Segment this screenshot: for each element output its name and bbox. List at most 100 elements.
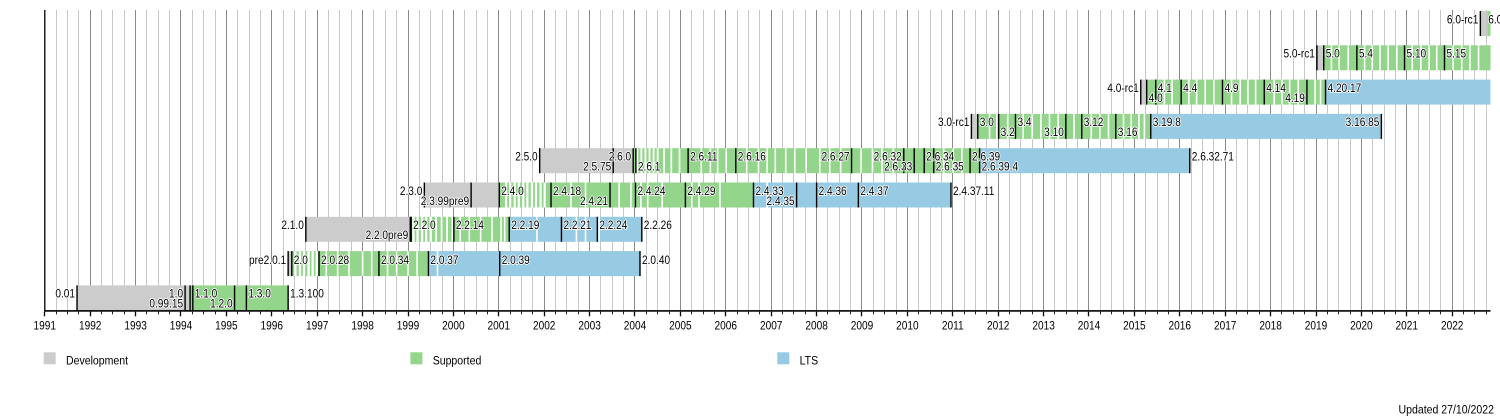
svg-text:2.2.0: 2.2.0 xyxy=(413,218,436,232)
svg-text:4.20.17: 4.20.17 xyxy=(1328,81,1362,95)
svg-text:1992: 1992 xyxy=(79,319,101,333)
svg-text:1994: 1994 xyxy=(170,319,193,333)
svg-text:2.2.0pre9: 2.2.0pre9 xyxy=(366,228,409,242)
svg-text:2.4.36: 2.4.36 xyxy=(819,184,847,198)
svg-text:3.16: 3.16 xyxy=(1118,125,1138,139)
svg-text:2012: 2012 xyxy=(987,319,1009,333)
svg-text:1991: 1991 xyxy=(34,319,56,333)
svg-text:2005: 2005 xyxy=(669,319,692,333)
svg-text:4.0-rc1: 4.0-rc1 xyxy=(1107,81,1138,95)
svg-text:2.4.29: 2.4.29 xyxy=(687,184,715,198)
svg-text:2018: 2018 xyxy=(1259,319,1282,333)
svg-text:2.6.34: 2.6.34 xyxy=(926,150,954,164)
svg-text:2008: 2008 xyxy=(805,319,828,333)
svg-text:5.4: 5.4 xyxy=(1359,47,1373,61)
svg-text:1.0: 1.0 xyxy=(169,287,183,301)
svg-text:5.0: 5.0 xyxy=(1326,47,1340,61)
svg-text:1998: 1998 xyxy=(351,319,374,333)
svg-text:1997: 1997 xyxy=(306,319,328,333)
svg-text:1999: 1999 xyxy=(397,319,419,333)
svg-text:2017: 2017 xyxy=(1214,319,1236,333)
svg-text:3.0: 3.0 xyxy=(980,115,994,129)
svg-text:2.6.33: 2.6.33 xyxy=(884,160,912,174)
svg-text:4.0: 4.0 xyxy=(1149,91,1163,105)
svg-text:1.3.0: 1.3.0 xyxy=(248,287,271,301)
svg-text:2.4.21: 2.4.21 xyxy=(580,194,608,208)
svg-text:2.0.37: 2.0.37 xyxy=(430,253,458,267)
svg-text:2.6.32.71: 2.6.32.71 xyxy=(1192,150,1234,164)
svg-text:2010: 2010 xyxy=(896,319,919,333)
svg-text:Supported: Supported xyxy=(433,354,482,368)
svg-text:2.2.24: 2.2.24 xyxy=(599,218,627,232)
svg-text:3.12: 3.12 xyxy=(1084,115,1104,129)
svg-text:2.6.35: 2.6.35 xyxy=(936,160,964,174)
svg-text:6.0: 6.0 xyxy=(1488,12,1500,26)
svg-text:2002: 2002 xyxy=(533,319,555,333)
svg-text:2019: 2019 xyxy=(1305,319,1327,333)
svg-text:2.4.18: 2.4.18 xyxy=(553,184,581,198)
svg-text:2.4.0: 2.4.0 xyxy=(501,184,524,198)
svg-text:5.0-rc1: 5.0-rc1 xyxy=(1283,47,1314,61)
svg-text:3.0-rc1: 3.0-rc1 xyxy=(938,115,969,129)
svg-text:Updated 27/10/2022: Updated 27/10/2022 xyxy=(1399,402,1495,416)
svg-text:4.9: 4.9 xyxy=(1224,81,1238,95)
svg-text:2.3.0: 2.3.0 xyxy=(400,184,423,198)
svg-text:1995: 1995 xyxy=(215,319,238,333)
svg-text:2011: 2011 xyxy=(942,319,964,333)
svg-text:2.6.39.4: 2.6.39.4 xyxy=(982,160,1019,174)
svg-text:2.3.99pre9: 2.3.99pre9 xyxy=(421,194,469,208)
svg-text:2.0.40: 2.0.40 xyxy=(642,253,670,267)
svg-text:3.10: 3.10 xyxy=(1044,125,1064,139)
svg-text:4.4: 4.4 xyxy=(1183,81,1197,95)
svg-text:2.6.27: 2.6.27 xyxy=(821,150,849,164)
svg-text:1.2.0: 1.2.0 xyxy=(210,297,233,311)
svg-text:2.6.39: 2.6.39 xyxy=(972,150,1000,164)
svg-text:LTS: LTS xyxy=(800,354,819,368)
svg-text:1996: 1996 xyxy=(261,319,284,333)
svg-text:0.01: 0.01 xyxy=(55,287,75,301)
svg-text:2.2.14: 2.2.14 xyxy=(456,218,484,232)
svg-text:2.4.24: 2.4.24 xyxy=(637,184,665,198)
svg-text:2022: 2022 xyxy=(1441,319,1463,333)
svg-text:2.5.75: 2.5.75 xyxy=(583,160,611,174)
svg-text:2000: 2000 xyxy=(442,319,465,333)
svg-text:1.3.100: 1.3.100 xyxy=(290,287,324,301)
svg-text:4.19: 4.19 xyxy=(1285,91,1305,105)
svg-text:2.0.39: 2.0.39 xyxy=(502,253,530,267)
svg-text:pre2.0.1: pre2.0.1 xyxy=(249,253,286,267)
svg-text:2.5.0: 2.5.0 xyxy=(515,150,538,164)
svg-text:2.6.32: 2.6.32 xyxy=(874,150,902,164)
svg-text:2.2.26: 2.2.26 xyxy=(644,218,672,232)
svg-text:2020: 2020 xyxy=(1350,319,1373,333)
svg-text:5.10: 5.10 xyxy=(1407,47,1427,61)
svg-text:3.16.85: 3.16.85 xyxy=(1346,115,1380,129)
svg-text:2.2.21: 2.2.21 xyxy=(563,218,591,232)
svg-text:2013: 2013 xyxy=(1032,319,1055,333)
svg-text:3.4: 3.4 xyxy=(1017,115,1031,129)
svg-text:2004: 2004 xyxy=(624,319,647,333)
svg-text:2009: 2009 xyxy=(851,319,873,333)
svg-text:2.1.0: 2.1.0 xyxy=(281,218,304,232)
svg-text:2021: 2021 xyxy=(1396,319,1418,333)
svg-text:2.6.1: 2.6.1 xyxy=(638,160,660,174)
svg-text:2.0: 2.0 xyxy=(294,253,308,267)
svg-text:2.6.11: 2.6.11 xyxy=(690,150,717,164)
svg-text:2.0.34: 2.0.34 xyxy=(381,253,409,267)
svg-text:2.4.37.11: 2.4.37.11 xyxy=(953,184,994,198)
svg-text:2015: 2015 xyxy=(1123,319,1146,333)
svg-text:2003: 2003 xyxy=(578,319,601,333)
svg-text:1993: 1993 xyxy=(124,319,147,333)
svg-text:2001: 2001 xyxy=(488,319,510,333)
svg-text:3.19.8: 3.19.8 xyxy=(1153,115,1181,129)
svg-text:2.4.33: 2.4.33 xyxy=(755,184,783,198)
svg-text:2.6.0: 2.6.0 xyxy=(609,150,632,164)
svg-text:5.15: 5.15 xyxy=(1446,47,1466,61)
svg-text:2006: 2006 xyxy=(715,319,738,333)
svg-text:2007: 2007 xyxy=(760,319,782,333)
svg-text:2.4.37: 2.4.37 xyxy=(860,184,888,198)
svg-text:2.6.16: 2.6.16 xyxy=(738,150,766,164)
svg-text:4.14: 4.14 xyxy=(1266,81,1286,95)
svg-text:2014: 2014 xyxy=(1078,319,1101,333)
svg-text:1.1.0: 1.1.0 xyxy=(195,287,218,301)
svg-text:2.4.35: 2.4.35 xyxy=(767,194,795,208)
